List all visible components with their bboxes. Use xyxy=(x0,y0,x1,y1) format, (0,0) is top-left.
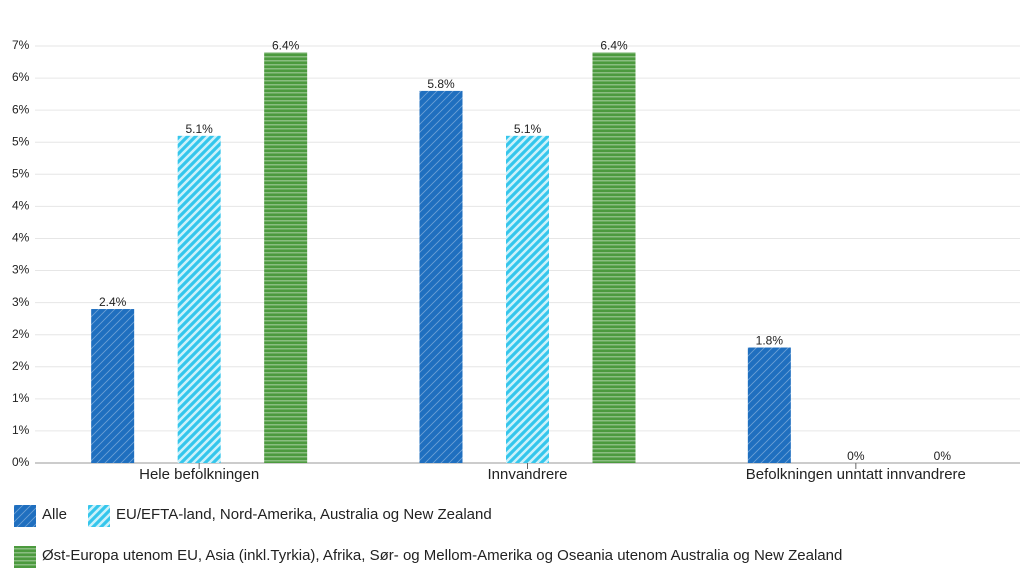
legend-swatch xyxy=(14,546,36,568)
bar xyxy=(506,135,549,464)
y-tick-label: 4% xyxy=(12,199,30,213)
y-tick-label: 1% xyxy=(12,423,30,437)
value-label: 5.1% xyxy=(514,122,542,136)
y-tick-label: 2% xyxy=(12,327,30,341)
value-label: 0% xyxy=(847,449,865,463)
y-tick-label: 5% xyxy=(12,134,30,148)
y-tick-label: 6% xyxy=(12,102,30,116)
bar xyxy=(747,347,791,463)
x-tick-label: Hele befolkningen xyxy=(139,466,259,483)
y-tick-label: 3% xyxy=(12,295,30,309)
bar xyxy=(177,135,221,464)
legend-label: EU/EFTA-land, Nord-Amerika, Australia og… xyxy=(116,506,492,523)
legend-swatch xyxy=(14,505,36,527)
bar xyxy=(592,52,636,464)
legend-label: Alle xyxy=(42,506,67,523)
value-label: 2.4% xyxy=(99,295,127,309)
y-tick-label: 6% xyxy=(12,70,30,84)
x-tick-label: Innvandrere xyxy=(487,466,567,483)
bar xyxy=(91,309,135,463)
value-label: 1.8% xyxy=(756,334,784,348)
value-label: 6.4% xyxy=(600,39,628,53)
y-tick-label: 2% xyxy=(12,359,30,373)
value-label: 0% xyxy=(934,449,952,463)
value-label: 6.4% xyxy=(272,39,300,53)
bar xyxy=(419,90,463,464)
y-tick-label: 1% xyxy=(12,391,30,405)
y-tick-label: 4% xyxy=(12,231,30,245)
value-label: 5.8% xyxy=(427,77,455,91)
value-label: 5.1% xyxy=(185,122,213,136)
x-tick-label: Befolkningen unntatt innvandrere xyxy=(746,466,966,483)
y-tick-label: 3% xyxy=(12,263,30,277)
y-tick-label: 5% xyxy=(12,166,30,180)
legend-swatch xyxy=(88,505,110,527)
legend-label: Øst-Europa utenom EU, Asia (inkl.Tyrkia)… xyxy=(42,547,842,564)
bar xyxy=(264,52,308,464)
y-tick-label: 0% xyxy=(12,455,30,469)
y-tick-label: 7% xyxy=(12,38,30,52)
